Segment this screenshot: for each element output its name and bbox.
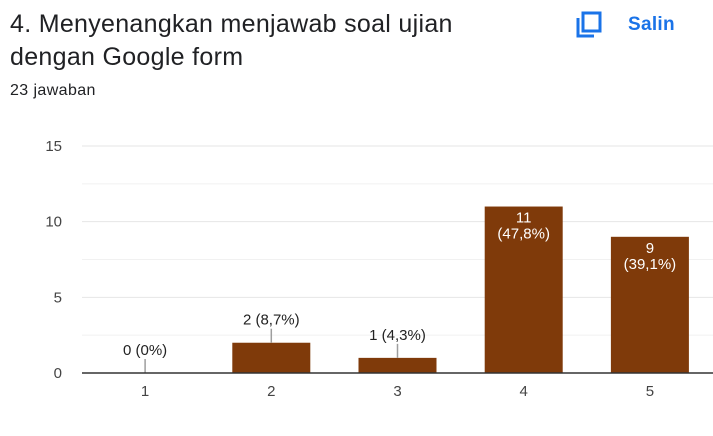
y-tick-label: 15 (45, 138, 62, 155)
copy-label: Salin (628, 14, 675, 35)
copy-button[interactable]: Salin (574, 10, 675, 40)
y-tick-label: 5 (54, 289, 62, 306)
bar (358, 357, 437, 373)
x-tick-label: 5 (646, 383, 654, 400)
bar (484, 206, 563, 373)
response-count: 23 jawaban (10, 82, 96, 99)
question-title: 4. Menyenangkan menjawab soal ujian deng… (10, 10, 453, 71)
x-tick-label: 1 (141, 383, 149, 400)
x-tick-label: 4 (520, 383, 528, 400)
data-label: 2 (8,7%) (243, 312, 300, 329)
data-label: 1 (4,3%) (369, 327, 426, 344)
x-tick-label: 2 (267, 383, 275, 400)
y-tick-label: 10 (45, 214, 62, 231)
data-label: 9 (39,1%) (624, 240, 677, 273)
y-tick-label: 0 (54, 365, 62, 382)
bar (610, 236, 689, 373)
copy-icon (574, 10, 604, 40)
bar (232, 342, 311, 373)
data-label: 0 (0%) (123, 342, 167, 359)
data-label: 11 (47,8%) (497, 210, 550, 243)
x-tick-label: 3 (393, 383, 401, 400)
